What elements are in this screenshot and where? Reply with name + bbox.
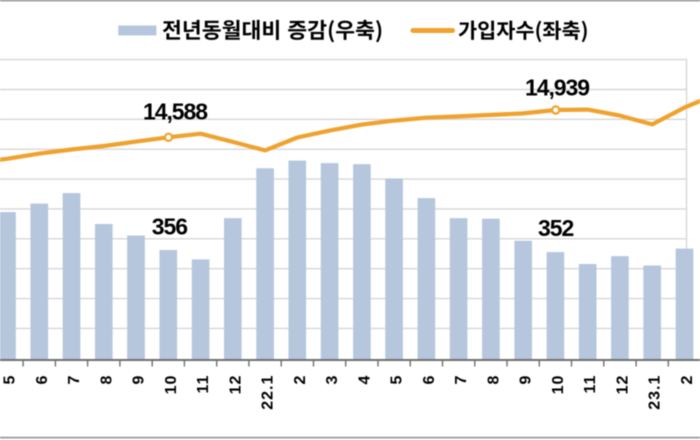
svg-text:12: 12	[614, 375, 631, 395]
svg-text:8: 8	[98, 375, 115, 385]
svg-text:22.1: 22.1	[260, 375, 277, 410]
svg-text:3: 3	[324, 375, 341, 385]
svg-text:11: 11	[582, 375, 599, 394]
svg-text:12: 12	[227, 375, 244, 395]
svg-text:14,939: 14,939	[525, 75, 589, 101]
svg-text:6: 6	[421, 375, 438, 385]
svg-text:5: 5	[389, 375, 406, 385]
svg-text:8: 8	[485, 375, 502, 385]
svg-text:352: 352	[538, 215, 573, 241]
svg-text:5: 5	[2, 375, 19, 385]
svg-text:2: 2	[292, 375, 309, 385]
svg-text:14,588: 14,588	[143, 99, 208, 125]
svg-text:9: 9	[131, 375, 148, 385]
svg-text:10: 10	[163, 375, 180, 395]
svg-text:10: 10	[550, 375, 567, 395]
svg-text:6: 6	[34, 375, 51, 385]
svg-text:7: 7	[66, 375, 83, 385]
svg-text:7: 7	[453, 375, 470, 385]
svg-text:23.1: 23.1	[647, 375, 664, 410]
svg-text:4: 4	[356, 375, 373, 385]
svg-text:356: 356	[152, 214, 187, 240]
svg-text:9: 9	[518, 375, 535, 385]
svg-text:2: 2	[679, 375, 696, 385]
svg-text:11: 11	[195, 375, 212, 394]
